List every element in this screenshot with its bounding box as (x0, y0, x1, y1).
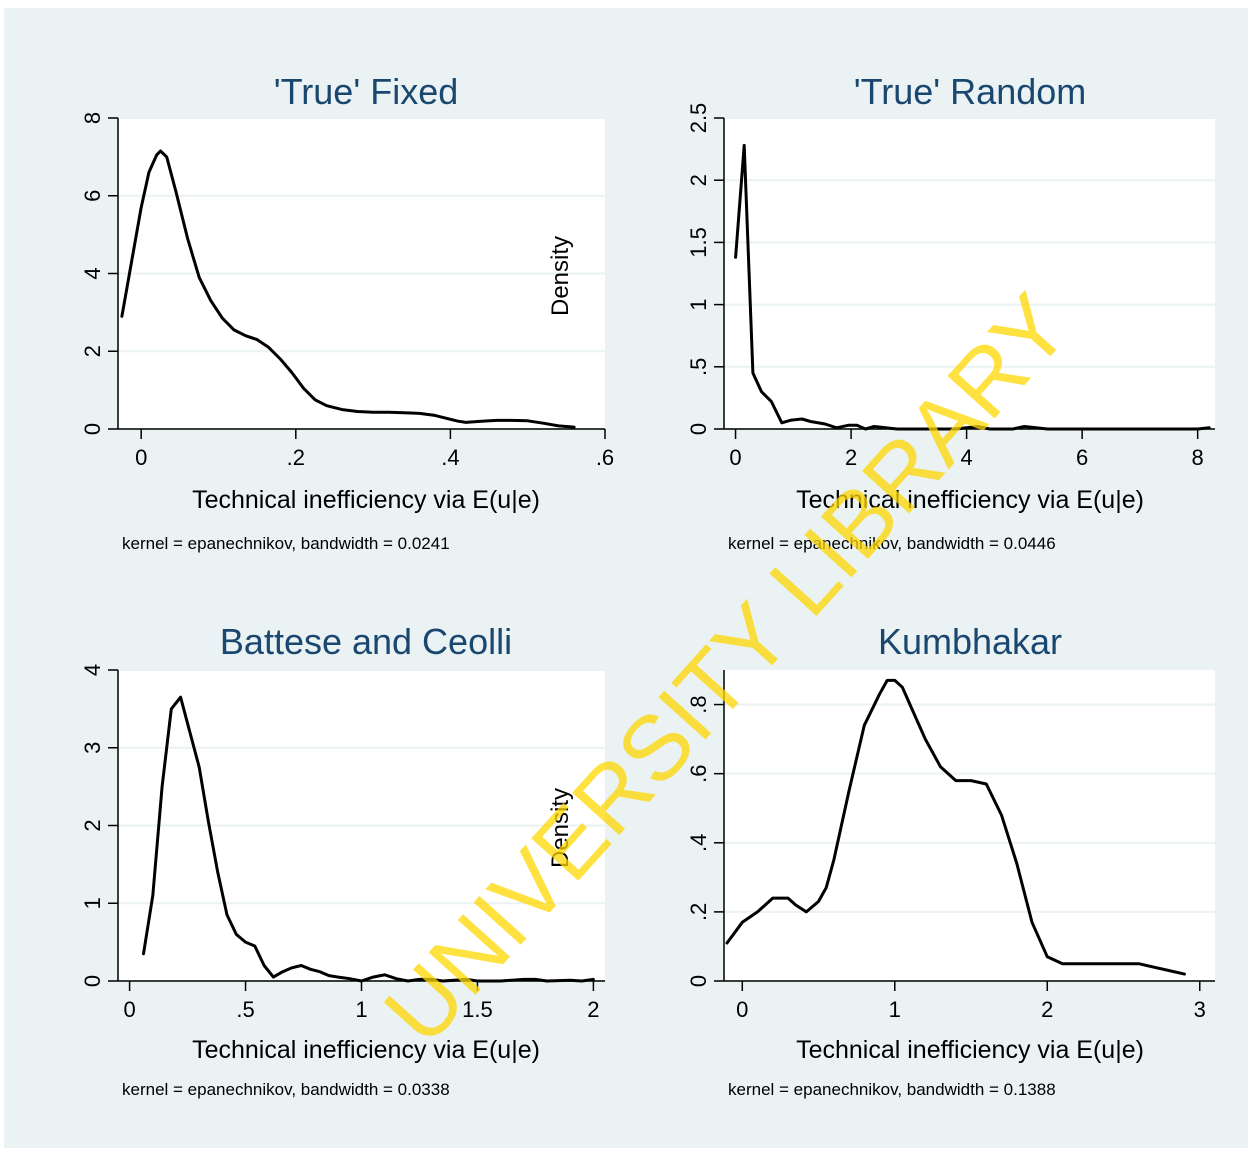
chart-title: 'True' Fixed (274, 71, 458, 112)
y-tick-label: 1.5 (686, 227, 711, 258)
y-tick-label: .5 (686, 358, 711, 376)
x-axis-label: Technical inefficiency via E(u|e) (796, 1036, 1144, 1064)
x-tick-label: 4 (960, 445, 972, 470)
x-tick-label: 1 (889, 997, 901, 1022)
density-line (142, 695, 595, 983)
y-tick-label: 4 (80, 664, 105, 676)
chart-title: Battese and Ceolli (220, 621, 512, 662)
x-tick-label: 0 (123, 997, 135, 1022)
x-tick-label: 8 (1192, 445, 1204, 470)
x-tick-label: 1.5 (462, 997, 493, 1022)
x-tick-label: 6 (1076, 445, 1088, 470)
y-tick-label: 1 (80, 897, 105, 909)
kernel-note: kernel = epanechnikov, bandwidth = 0.024… (122, 534, 450, 553)
density-line (120, 149, 576, 429)
y-tick-label: 2 (80, 345, 105, 357)
y-tick-label: 4 (80, 267, 105, 279)
x-tick-label: 2 (845, 445, 857, 470)
kernel-note: kernel = epanechnikov, bandwidth = 0.044… (728, 534, 1056, 553)
y-tick-label: 0 (686, 975, 711, 987)
x-tick-label: 2 (1041, 997, 1053, 1022)
chart-panel-4: 0 .2 .4 .6 .8 0 1 2 3 Kumbhakar Technical ineffici… (686, 621, 1215, 1099)
x-tick-label: 2 (587, 997, 599, 1022)
chart-panel-2: 0 .5 1 1.5 2 2.5 0 2 4 6 8 'True' Random Technical i… (686, 71, 1215, 553)
x-tick-label: 1 (355, 997, 367, 1022)
x-axis-label: Technical inefficiency via E(u|e) (192, 486, 540, 514)
x-tick-label: .5 (236, 997, 254, 1022)
x-tick-label: 0 (729, 445, 741, 470)
x-tick-label: .2 (287, 445, 305, 470)
density-line (725, 678, 1186, 976)
chart-title: Kumbhakar (878, 621, 1062, 662)
x-tick-label: .6 (596, 445, 614, 470)
plot-area (724, 670, 1215, 981)
density-line (734, 143, 1211, 431)
y-tick-label: 0 (80, 975, 105, 987)
y-tick-label: .4 (686, 834, 711, 852)
y-axis-label: Density (547, 236, 574, 316)
chart-title: 'True' Random (854, 71, 1087, 112)
y-axis-label: Density (547, 788, 574, 868)
x-axis-label: Technical inefficiency via E(u|e) (796, 486, 1144, 514)
y-tick-label: .2 (686, 903, 711, 921)
x-axis-label: Technical inefficiency via E(u|e) (192, 1036, 540, 1064)
kernel-note: kernel = epanechnikov, bandwidth = 0.138… (728, 1080, 1056, 1099)
y-tick-label: .6 (686, 764, 711, 782)
y-tick-label: 2 (80, 819, 105, 831)
y-tick-label: 1 (686, 298, 711, 310)
y-tick-label: 3 (80, 742, 105, 754)
y-tick-label: 6 (80, 190, 105, 202)
y-tick-label: 2.5 (686, 103, 711, 134)
chart-panel-1: 0 2 4 6 8 0 .2 .4 .6 'True' Fixed Technical ineffi… (80, 71, 614, 553)
y-tick-label: .8 (686, 695, 711, 713)
y-tick-label: 2 (686, 174, 711, 186)
y-tick-label: 8 (80, 112, 105, 124)
x-tick-label: 0 (135, 445, 147, 470)
x-tick-label: 3 (1194, 997, 1206, 1022)
y-tick-label: 0 (80, 423, 105, 435)
kernel-note: kernel = epanechnikov, bandwidth = 0.033… (122, 1080, 450, 1099)
plot-area (724, 118, 1215, 429)
x-tick-label: .4 (441, 445, 459, 470)
chart-panel-3: 0 1 2 3 4 0 .5 1 1.5 2 Battese and Ceolli Technical… (80, 621, 605, 1099)
y-tick-label: 0 (686, 423, 711, 435)
x-tick-label: 0 (736, 997, 748, 1022)
